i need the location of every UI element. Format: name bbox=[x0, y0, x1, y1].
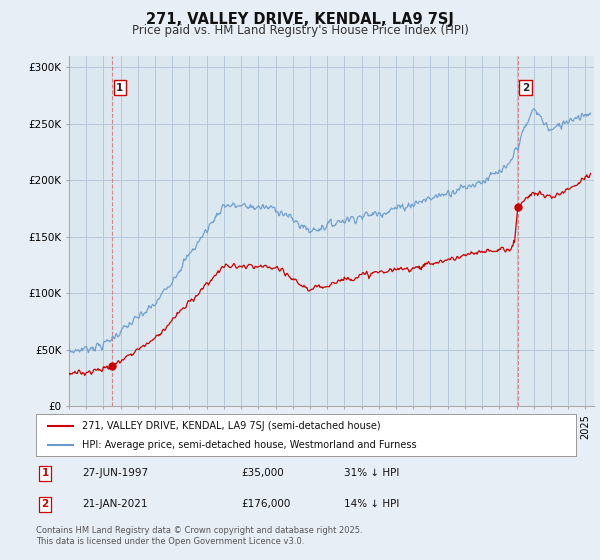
Text: 1: 1 bbox=[41, 468, 49, 478]
Text: 2: 2 bbox=[522, 82, 529, 92]
Text: £176,000: £176,000 bbox=[241, 500, 290, 509]
Text: 31% ↓ HPI: 31% ↓ HPI bbox=[344, 468, 399, 478]
Text: 27-JUN-1997: 27-JUN-1997 bbox=[82, 468, 148, 478]
Text: 271, VALLEY DRIVE, KENDAL, LA9 7SJ (semi-detached house): 271, VALLEY DRIVE, KENDAL, LA9 7SJ (semi… bbox=[82, 421, 380, 431]
Text: 14% ↓ HPI: 14% ↓ HPI bbox=[344, 500, 399, 509]
Text: Price paid vs. HM Land Registry's House Price Index (HPI): Price paid vs. HM Land Registry's House … bbox=[131, 24, 469, 37]
Text: 2: 2 bbox=[41, 500, 49, 509]
Text: HPI: Average price, semi-detached house, Westmorland and Furness: HPI: Average price, semi-detached house,… bbox=[82, 440, 416, 450]
Text: 1: 1 bbox=[116, 82, 124, 92]
Text: 271, VALLEY DRIVE, KENDAL, LA9 7SJ: 271, VALLEY DRIVE, KENDAL, LA9 7SJ bbox=[146, 12, 454, 27]
Text: £35,000: £35,000 bbox=[241, 468, 284, 478]
Text: Contains HM Land Registry data © Crown copyright and database right 2025.
This d: Contains HM Land Registry data © Crown c… bbox=[36, 526, 362, 546]
Text: 21-JAN-2021: 21-JAN-2021 bbox=[82, 500, 148, 509]
